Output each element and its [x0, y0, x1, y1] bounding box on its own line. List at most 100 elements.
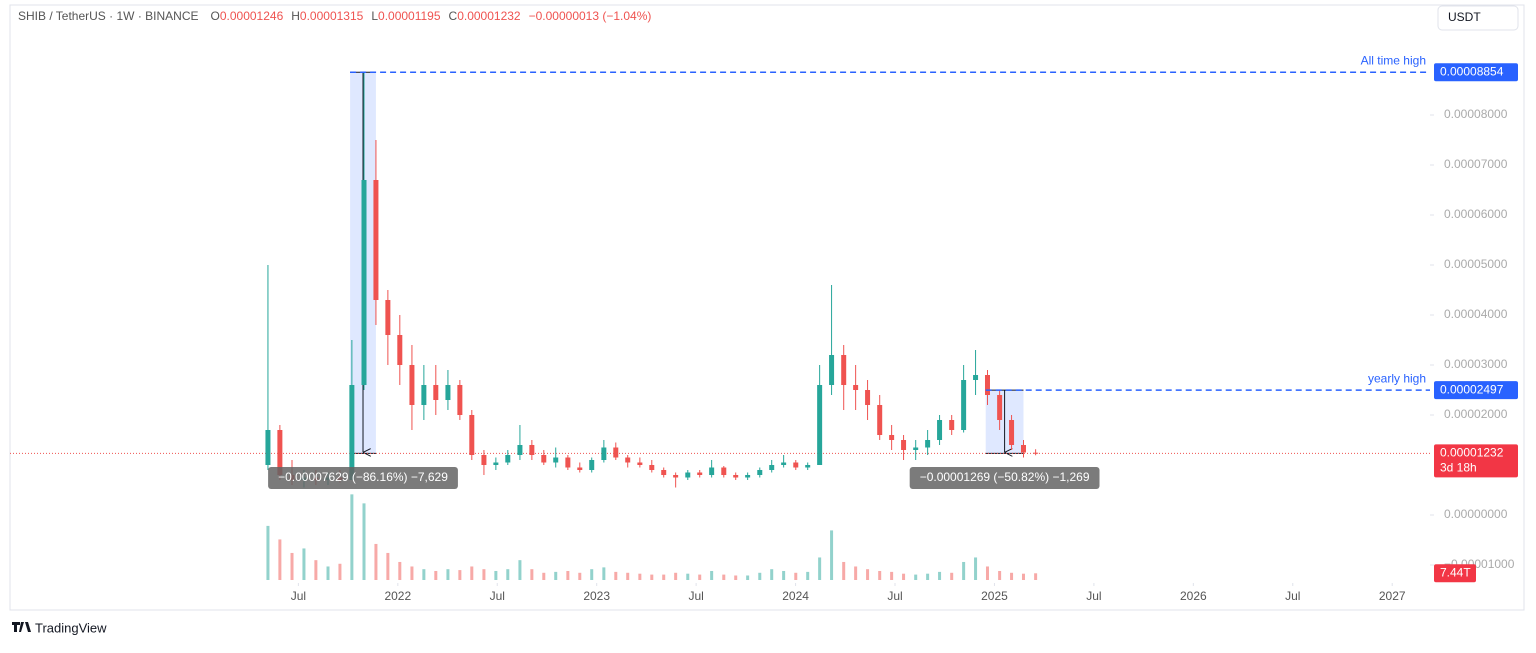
candle-body	[949, 420, 955, 430]
x-tick-label: Jul	[490, 589, 505, 603]
volume-bar	[662, 574, 666, 580]
ohlc-value: −0.00000013 (−1.04%)	[529, 9, 652, 23]
volume-tag-bg	[1434, 564, 1476, 583]
volume-bar	[782, 570, 786, 580]
ohlc-value: 0.00001195	[378, 9, 441, 23]
volume-bar	[890, 571, 894, 580]
ohlc-value: 0.00001315	[300, 9, 364, 23]
candle-body	[697, 472, 703, 475]
ohlc-label: L	[371, 9, 378, 23]
candle-body	[433, 385, 439, 400]
last-price-label: 0.00001232	[1440, 446, 1504, 460]
y-tick-label: 0.00003000	[1444, 357, 1508, 371]
x-tick-label: Jul	[291, 589, 306, 603]
y-tick-label: 0.00000000	[1444, 507, 1508, 521]
volume-bar	[374, 543, 378, 580]
currency-button[interactable]	[1437, 5, 1519, 31]
volume-bar	[998, 570, 1002, 580]
candle-body	[901, 440, 907, 450]
candle-body	[961, 380, 967, 430]
y-tick-label: 0.00008000	[1444, 107, 1508, 121]
volume-bar	[758, 572, 762, 580]
x-tick-label: 2024	[782, 589, 809, 603]
volume-bar	[674, 572, 678, 580]
volume-bar	[638, 573, 642, 580]
candle-body	[973, 375, 979, 380]
x-tick-label: 2022	[384, 589, 411, 603]
volume-bar	[434, 570, 438, 580]
volume-bar	[854, 566, 858, 580]
candle-body	[673, 475, 679, 478]
volume-bar	[1010, 572, 1014, 580]
candle-body	[373, 180, 379, 300]
ohlc-value: 0.00001232	[457, 9, 521, 23]
volume-bar	[842, 561, 846, 580]
candle-body	[865, 390, 871, 405]
candle-body	[421, 385, 427, 405]
volume-bar	[482, 569, 486, 580]
volume-bar	[902, 573, 906, 580]
candle-body	[553, 457, 559, 463]
volume-bar	[518, 560, 522, 580]
ohlc-label: H	[291, 9, 300, 23]
candle-body	[445, 385, 451, 400]
volume-bar	[962, 561, 966, 580]
candle-body	[457, 385, 463, 415]
volume-bar	[506, 569, 510, 580]
volume-bar	[578, 572, 582, 580]
volume-bar	[914, 574, 918, 580]
candle-body	[613, 447, 619, 458]
volume-bar	[302, 548, 306, 580]
candle-body	[781, 462, 787, 465]
volume-bar	[326, 566, 330, 580]
candle-body	[577, 467, 583, 470]
measure-label: −0.00007629 (−86.16%) −7,629	[278, 470, 448, 484]
candle-body	[661, 470, 667, 475]
candle-body	[529, 445, 535, 455]
volume-bar	[290, 552, 294, 580]
volume-bar	[746, 575, 750, 580]
x-tick-label: 2023	[583, 589, 610, 603]
candle-body	[733, 475, 739, 478]
volume-bar	[985, 566, 989, 580]
volume-bar	[866, 569, 870, 580]
candle-body	[805, 465, 811, 468]
volume-bar	[1021, 573, 1025, 580]
volume-bar	[710, 570, 714, 580]
symbol-title: SHIB / TetherUS · 1W · BINANCE	[18, 9, 199, 23]
candle-body	[997, 395, 1003, 420]
candle-body	[925, 440, 931, 448]
level-price: 0.00002497	[1440, 382, 1504, 396]
x-tick-label: 2027	[1379, 589, 1406, 603]
volume-bar	[350, 494, 354, 580]
candle-body	[409, 365, 415, 405]
currency-label[interactable]: USDT	[1448, 10, 1481, 24]
y-tick-label: 0.00006000	[1444, 207, 1508, 221]
volume-bar	[818, 557, 822, 580]
candle-body	[709, 467, 715, 475]
measure-label-bg	[909, 467, 1100, 489]
volume-bar	[362, 503, 366, 580]
volume-bar	[446, 569, 450, 580]
candle-body	[877, 405, 883, 435]
x-tick-label: 2026	[1180, 589, 1207, 603]
volume-bar	[878, 570, 882, 580]
candle-body	[385, 300, 391, 335]
volume-bar	[626, 572, 630, 580]
volume-bar	[602, 567, 606, 580]
candle-body	[601, 447, 607, 460]
candle-body	[745, 475, 751, 478]
volume-bar	[974, 557, 978, 580]
candle-body	[505, 455, 511, 463]
candle-body	[541, 455, 547, 463]
candle-body	[829, 355, 835, 385]
candle-body	[1009, 420, 1015, 445]
volume-bar	[554, 571, 558, 580]
volume-bar	[338, 563, 342, 580]
volume-bar	[470, 566, 474, 580]
volume-bar	[458, 570, 462, 580]
level-price-bg	[1434, 63, 1518, 82]
candle-body	[361, 180, 367, 385]
candle-body	[517, 445, 523, 455]
candle-body	[637, 462, 643, 465]
